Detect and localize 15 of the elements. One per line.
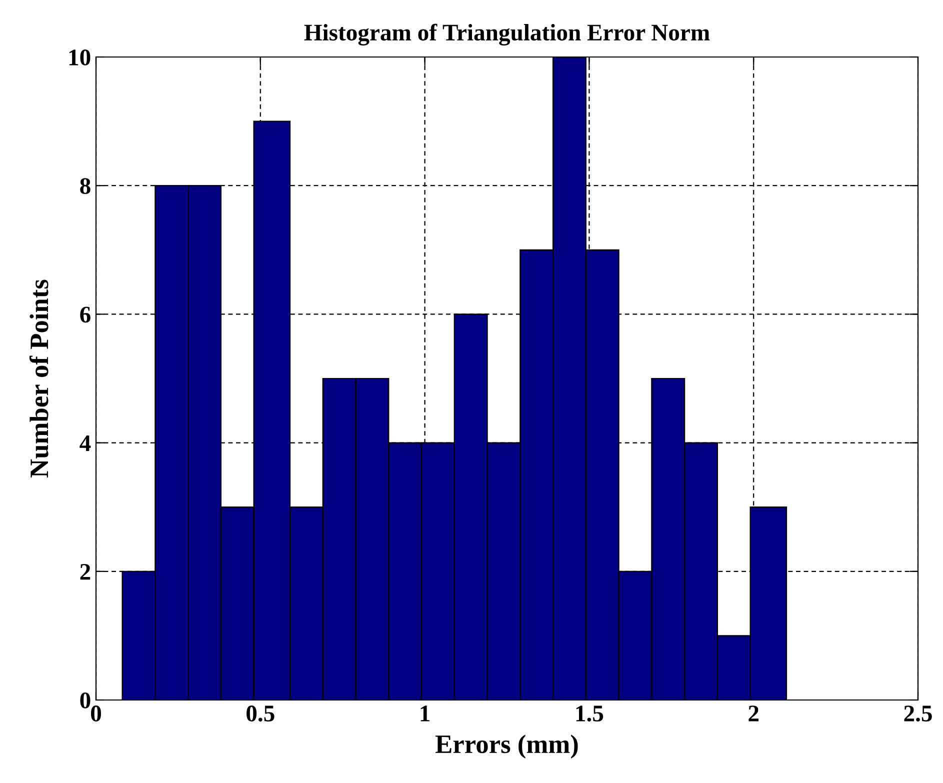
- x-tick-label: 2.5: [904, 706, 932, 722]
- x-tick-label: 2: [748, 706, 758, 722]
- x-tick-label: 0: [90, 706, 102, 722]
- x-tick-label: 0.5: [246, 706, 274, 722]
- y-tick-label: 4: [80, 435, 91, 451]
- x-axis-title: Errors (mm): [436, 734, 578, 759]
- y-tick-label: 0: [80, 692, 90, 708]
- x-tick-label: 1.5: [576, 706, 604, 722]
- y-axis-title: Number of Points: [29, 280, 48, 478]
- y-tick-label: 6: [80, 306, 90, 323]
- y-tick-label: 2: [80, 564, 90, 580]
- chart-title: Histogram of Triangulation Error Norm: [304, 24, 710, 46]
- x-tick-label: 1: [420, 706, 430, 722]
- y-tick-label: 8: [80, 178, 90, 194]
- y-tick-label: 10: [69, 49, 90, 66]
